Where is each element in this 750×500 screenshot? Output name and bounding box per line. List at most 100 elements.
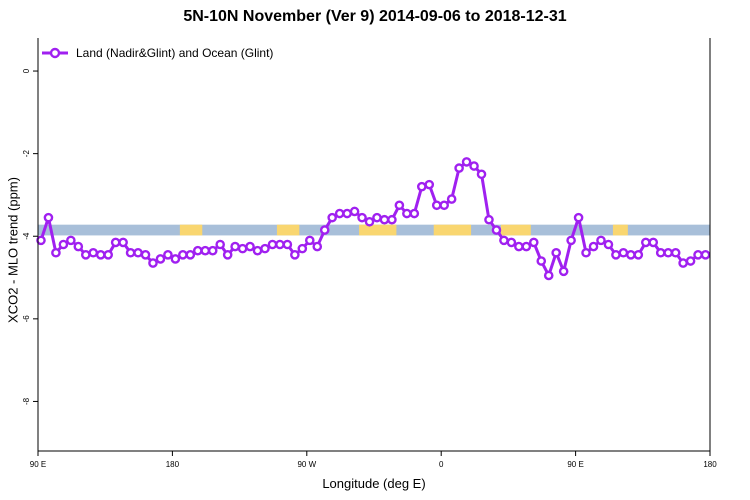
land-band-segment <box>433 224 472 236</box>
data-point <box>118 237 128 248</box>
data-point <box>506 237 517 248</box>
data-point <box>484 214 494 225</box>
data-point <box>312 241 323 252</box>
data-point <box>611 250 621 260</box>
data-point <box>155 254 166 264</box>
series-group <box>36 157 711 281</box>
data-point <box>670 247 681 258</box>
data-point <box>499 235 509 246</box>
data-point <box>491 225 502 235</box>
data-point <box>349 206 360 217</box>
x-tick-label: 90 E <box>30 460 46 469</box>
data-point <box>461 157 472 167</box>
data-point <box>655 247 666 258</box>
data-point <box>551 247 561 258</box>
data-point <box>342 208 352 219</box>
data-point <box>372 212 382 223</box>
data-point <box>36 235 46 246</box>
x-tick-label: 180 <box>166 460 180 469</box>
data-point <box>304 235 315 246</box>
data-point <box>230 241 240 252</box>
data-point <box>260 243 270 254</box>
surface-band <box>38 224 710 236</box>
x-tick-label: 180 <box>703 460 717 469</box>
x-axis-label: Longitude (deg E) <box>322 476 426 491</box>
data-point <box>409 208 420 219</box>
data-point <box>573 212 584 223</box>
data-point <box>618 247 629 258</box>
y-tick-label: -4 <box>22 232 31 240</box>
data-point <box>685 256 696 266</box>
legend-marker <box>49 47 61 59</box>
data-point <box>416 181 427 192</box>
data-point <box>222 250 233 260</box>
data-point <box>125 247 136 258</box>
data-point <box>237 243 248 254</box>
data-point <box>275 239 285 250</box>
data-point <box>252 245 263 256</box>
data-point <box>596 235 606 246</box>
data-point <box>514 241 524 252</box>
y-tick-label: -8 <box>22 397 31 405</box>
data-point <box>133 247 143 258</box>
data-point <box>58 239 69 250</box>
land-band-segment <box>179 224 203 236</box>
data-point <box>528 237 539 248</box>
data-point <box>521 241 532 252</box>
data-point <box>424 179 435 190</box>
data-point <box>43 212 54 223</box>
data-point <box>357 212 367 223</box>
data-point <box>558 266 569 277</box>
data-point <box>73 241 84 252</box>
data-point <box>700 250 711 260</box>
data-point <box>170 254 181 264</box>
x-tick-label: 90 E <box>567 460 583 469</box>
data-point <box>51 247 61 258</box>
data-point <box>95 250 106 260</box>
chart-title: 5N-10N November (Ver 9) 2014-09-06 to 20… <box>183 8 567 25</box>
data-point <box>282 239 293 250</box>
y-tick-label: -6 <box>22 315 31 323</box>
land-band-segment <box>276 224 300 236</box>
land-band-segment <box>612 224 628 236</box>
x-tick-label: 90 W <box>297 460 316 469</box>
data-point <box>110 237 121 248</box>
data-point <box>148 258 158 268</box>
data-point <box>207 245 218 256</box>
data-point <box>364 216 375 227</box>
data-point <box>543 270 554 281</box>
data-point <box>581 247 591 258</box>
data-point <box>640 237 651 248</box>
data-point <box>267 239 278 250</box>
data-point <box>648 237 659 248</box>
data-point <box>185 250 196 260</box>
data-point <box>536 256 547 266</box>
data-point <box>402 208 412 219</box>
data-point <box>454 163 464 173</box>
data-point <box>297 243 308 254</box>
data-point <box>379 214 390 225</box>
legend: Land (Nadir&Glint) and Ocean (Glint) <box>42 46 273 60</box>
data-point <box>66 235 76 246</box>
data-point <box>469 161 479 171</box>
y-tick-label: -2 <box>22 150 31 158</box>
data-point <box>626 250 636 260</box>
data-point <box>80 250 91 260</box>
data-point <box>192 245 203 256</box>
land-band-segment <box>500 224 531 236</box>
data-point <box>439 200 449 211</box>
data-point <box>633 250 644 260</box>
data-point <box>446 194 457 204</box>
legend-label: Land (Nadir&Glint) and Ocean (Glint) <box>76 46 273 60</box>
data-point <box>245 241 255 252</box>
data-point <box>663 247 673 258</box>
data-point <box>103 250 113 260</box>
data-point <box>387 214 397 225</box>
data-point <box>334 208 345 219</box>
data-point <box>319 225 330 235</box>
land-band-segment <box>359 224 397 236</box>
data-point <box>476 169 487 180</box>
data-point <box>603 239 614 250</box>
data-point <box>290 250 300 260</box>
